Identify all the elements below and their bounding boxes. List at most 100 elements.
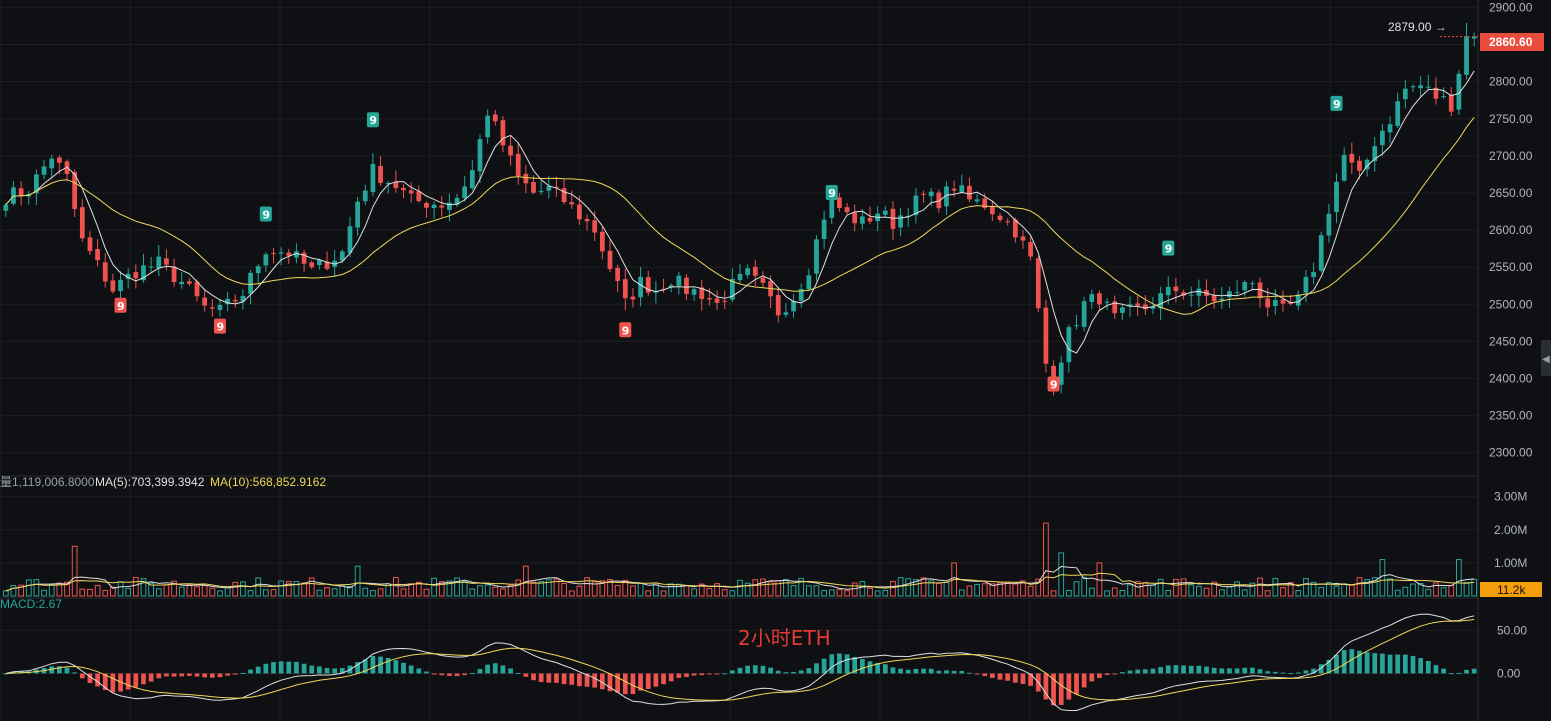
macd-bar-positive bbox=[1265, 671, 1271, 674]
candle-body bbox=[278, 252, 284, 254]
price-tick-label: 2700.00 bbox=[1489, 149, 1533, 163]
candle-body bbox=[699, 287, 705, 299]
candle-body bbox=[1326, 213, 1332, 236]
volume-bar-up bbox=[1127, 584, 1133, 597]
macd-bar-negative bbox=[87, 673, 93, 684]
chevron-left-icon: ◀ bbox=[1542, 354, 1550, 365]
volume-bar-up bbox=[1410, 583, 1416, 597]
macd-bar-positive bbox=[1158, 667, 1163, 674]
candle-body bbox=[1242, 282, 1248, 291]
macd-bar-positive bbox=[1295, 672, 1301, 674]
candle-body bbox=[569, 202, 575, 205]
volume-bar-down bbox=[1257, 577, 1263, 597]
td-badge-label: 9 bbox=[262, 208, 270, 221]
volume-bar-up bbox=[1218, 589, 1225, 597]
candle-body bbox=[347, 226, 353, 254]
macd-bar-positive bbox=[898, 668, 903, 674]
volume-bar-down bbox=[1180, 578, 1187, 597]
macd-bar-negative bbox=[645, 673, 651, 689]
macd-bar-negative bbox=[1074, 673, 1079, 695]
candle-body bbox=[508, 145, 513, 156]
candle-body bbox=[1074, 325, 1079, 327]
macd-bar-positive bbox=[829, 654, 835, 674]
candle-body bbox=[546, 186, 552, 191]
volume-bar-up bbox=[339, 585, 346, 597]
macd-bar-negative bbox=[1089, 673, 1095, 682]
candle-body bbox=[393, 182, 399, 189]
volume-bar-up bbox=[828, 589, 835, 597]
volume-bar-down bbox=[1012, 583, 1019, 597]
volume-bar-up bbox=[1471, 578, 1478, 597]
macd-bar-negative bbox=[186, 673, 192, 676]
macd-bar-negative bbox=[110, 673, 116, 693]
candle-body bbox=[164, 258, 169, 265]
candle-body bbox=[691, 289, 697, 295]
td-badge-label: 9 bbox=[1333, 98, 1341, 111]
candle-body bbox=[990, 206, 995, 215]
volume-bar-up bbox=[691, 588, 697, 597]
volume-bar-down bbox=[1043, 522, 1049, 597]
candle-body bbox=[531, 182, 536, 193]
volume-bar-down bbox=[301, 582, 307, 597]
volume-bar-up bbox=[1081, 576, 1088, 597]
macd-bar-positive bbox=[355, 662, 360, 674]
volume-bar-down bbox=[1203, 587, 1210, 597]
candle-body bbox=[95, 249, 100, 261]
volume-bar-down bbox=[492, 586, 499, 597]
price-tick-label: 2900.00 bbox=[1489, 0, 1533, 14]
macd-bar-positive bbox=[844, 654, 850, 674]
volume-bar-up bbox=[461, 580, 468, 597]
volume-tick-label: 2.00M bbox=[1494, 523, 1527, 537]
macd-dif-line bbox=[5, 613, 1475, 711]
candle-body bbox=[1387, 124, 1393, 133]
macd-bar-negative bbox=[1097, 673, 1102, 678]
macd-bar-negative bbox=[1081, 673, 1087, 688]
td-badge bbox=[1162, 240, 1175, 256]
macd-bar-negative bbox=[661, 673, 666, 685]
macd-bar-negative bbox=[561, 673, 567, 685]
candle-body bbox=[1357, 160, 1362, 171]
macd-bar-positive bbox=[867, 661, 873, 674]
volume-bar-down bbox=[270, 589, 277, 597]
macd-bar-positive bbox=[775, 670, 781, 674]
macd-dea-line bbox=[5, 619, 1475, 701]
volume-bar-up bbox=[1463, 582, 1470, 597]
macd-bar-positive bbox=[928, 668, 934, 674]
macd-bar-positive bbox=[1288, 673, 1294, 675]
candle-body bbox=[729, 278, 735, 300]
volume-bar-down bbox=[324, 587, 330, 597]
candle-body bbox=[592, 220, 598, 233]
macd-bar-negative bbox=[653, 673, 659, 687]
candle-body bbox=[1402, 88, 1408, 100]
candle-body bbox=[1227, 291, 1232, 298]
macd-bar-negative bbox=[179, 673, 185, 677]
volume-bar-up bbox=[469, 588, 476, 597]
candle-body bbox=[1012, 219, 1018, 238]
macd-bar-negative bbox=[997, 673, 1003, 680]
volume-bar-up bbox=[1150, 584, 1156, 597]
volume-bar-down bbox=[591, 581, 598, 597]
candle-body bbox=[1433, 87, 1439, 99]
candle-body bbox=[1181, 292, 1186, 296]
candle-body bbox=[500, 120, 506, 146]
candle-body bbox=[852, 212, 858, 224]
macd-bar-negative bbox=[1020, 673, 1026, 684]
volume-tick-label: 1.00M bbox=[1494, 556, 1527, 570]
volume-bar-down bbox=[844, 590, 850, 597]
volume-bar-up bbox=[1387, 578, 1393, 597]
volume-bar-up bbox=[798, 577, 805, 597]
candle-body bbox=[186, 281, 192, 284]
volume-bar-up bbox=[1073, 581, 1080, 597]
volume-bar-down bbox=[767, 581, 774, 597]
volume-bar-up bbox=[1188, 584, 1195, 597]
volume-bar-up bbox=[1394, 589, 1401, 597]
volume-bar-up bbox=[729, 590, 736, 597]
macd-bar-positive bbox=[294, 661, 299, 674]
candle-body bbox=[492, 114, 498, 122]
candle-body bbox=[1043, 307, 1049, 364]
macd-bar-positive bbox=[1204, 666, 1209, 674]
volume-bar-down bbox=[607, 578, 613, 597]
candle-body bbox=[477, 139, 483, 172]
axis-collapse-handle[interactable]: ◀ bbox=[1541, 340, 1551, 376]
